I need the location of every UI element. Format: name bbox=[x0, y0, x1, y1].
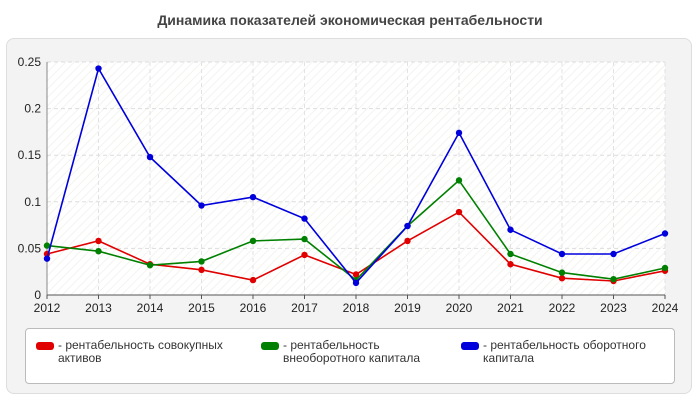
data-point-2 bbox=[43, 255, 51, 262]
x-tick-label: 2019 bbox=[394, 301, 421, 315]
data-point-2 bbox=[249, 193, 257, 201]
data-point-1 bbox=[507, 250, 514, 258]
data-point-2 bbox=[507, 226, 514, 233]
data-point-0 bbox=[352, 271, 360, 278]
x-tick-label: 2017 bbox=[291, 301, 318, 315]
x-tick-label: 2023 bbox=[600, 301, 627, 315]
data-point-1 bbox=[661, 264, 669, 272]
data-point-1 bbox=[301, 235, 308, 243]
legend-label-total-assets: - рентабельность совокупных активов bbox=[58, 338, 223, 365]
y-tick-label: 0.05 bbox=[18, 241, 42, 255]
data-point-0 bbox=[404, 237, 411, 245]
legend-swatch-current-capital bbox=[461, 342, 479, 350]
data-point-2 bbox=[352, 279, 360, 287]
data-point-1 bbox=[558, 269, 566, 276]
data-point-2 bbox=[146, 153, 154, 161]
x-tick-label: 2015 bbox=[188, 301, 215, 315]
data-point-0 bbox=[249, 276, 257, 284]
data-point-0 bbox=[455, 208, 463, 216]
data-point-1 bbox=[95, 247, 102, 255]
data-point-1 bbox=[610, 275, 617, 283]
x-tick-label: 2022 bbox=[549, 301, 576, 315]
data-point-0 bbox=[507, 261, 514, 268]
data-point-2 bbox=[610, 250, 617, 258]
y-tick-label: 0.25 bbox=[18, 55, 42, 69]
y-tick-label: 0.2 bbox=[24, 102, 41, 116]
legend-swatch-total-assets bbox=[36, 342, 54, 350]
data-point-0 bbox=[95, 237, 102, 245]
x-tick-label: 2018 bbox=[343, 301, 370, 315]
x-tick-label: 2016 bbox=[240, 301, 267, 315]
data-point-2 bbox=[198, 202, 205, 209]
data-point-1 bbox=[455, 177, 463, 184]
x-tick-label: 2024 bbox=[652, 301, 679, 315]
data-point-1 bbox=[249, 237, 257, 245]
chart-title: Динамика показателей экономическая рента… bbox=[157, 12, 543, 28]
legend-item-current-capital: - рентабельность оборотного капитала bbox=[461, 339, 671, 365]
x-tick-label: 2013 bbox=[85, 301, 112, 315]
x-tick-label: 2012 bbox=[34, 301, 61, 315]
data-point-0 bbox=[301, 251, 308, 259]
data-point-2 bbox=[95, 65, 102, 72]
y-tick-label: 0.15 bbox=[18, 148, 42, 162]
legend: - рентабельность совокупных активов - ре… bbox=[25, 328, 675, 384]
data-point-0 bbox=[558, 275, 566, 282]
data-point-2 bbox=[558, 250, 566, 258]
x-tick-label: 2020 bbox=[446, 301, 473, 315]
data-point-1 bbox=[198, 258, 205, 265]
data-point-1 bbox=[43, 242, 51, 249]
legend-label-current-capital: - рентабельность оборотного капитала bbox=[483, 338, 646, 365]
y-tick-label: 0.1 bbox=[24, 195, 41, 209]
data-point-2 bbox=[661, 230, 669, 237]
legend-swatch-noncurrent-capital bbox=[261, 342, 279, 350]
data-point-2 bbox=[301, 215, 308, 222]
data-point-1 bbox=[146, 261, 154, 269]
legend-item-noncurrent-capital: - рентабельность внеоборотного капитала bbox=[261, 339, 461, 365]
y-tick-label: 0 bbox=[34, 288, 41, 302]
data-point-0 bbox=[198, 266, 205, 274]
data-point-2 bbox=[404, 222, 411, 230]
legend-item-total-assets: - рентабельность совокупных активов bbox=[36, 339, 246, 365]
data-point-2 bbox=[455, 129, 463, 137]
legend-label-noncurrent-capital: - рентабельность внеоборотного капитала bbox=[283, 338, 420, 365]
x-tick-label: 2021 bbox=[497, 301, 524, 315]
x-tick-label: 2014 bbox=[137, 301, 164, 315]
